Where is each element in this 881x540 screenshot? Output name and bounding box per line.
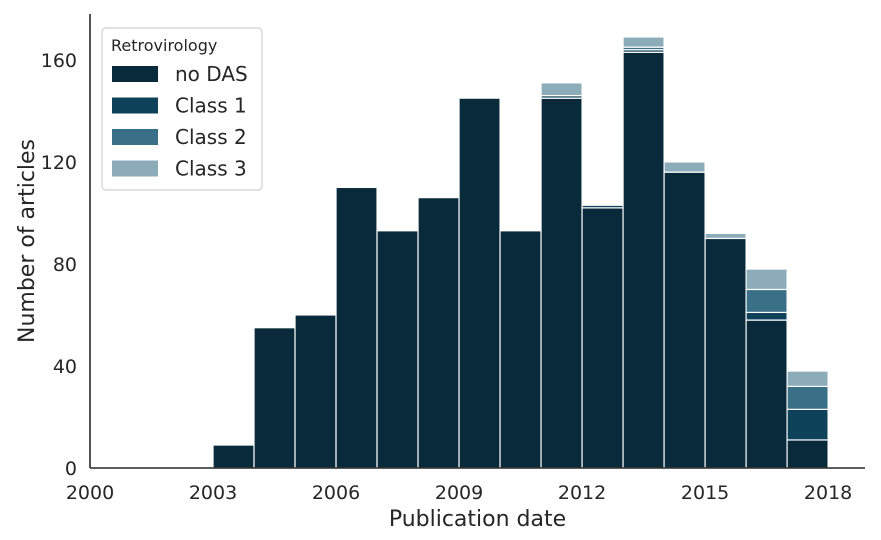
bar-no-das-7 xyxy=(499,230,542,469)
bars-layer xyxy=(212,36,829,469)
bar-class-3-14 xyxy=(786,370,829,387)
y-tick-label: 80 xyxy=(53,254,77,276)
bar-no-das-9 xyxy=(581,207,624,469)
y-tick-label: 120 xyxy=(41,152,77,174)
legend-label: Class 2 xyxy=(175,125,247,149)
bar-no-das-11 xyxy=(663,171,706,469)
bar-no-das-3 xyxy=(335,186,378,469)
legend-label: Class 1 xyxy=(175,94,247,118)
bar-no-das-6 xyxy=(458,97,501,469)
bar-no-das-12 xyxy=(704,237,747,469)
bar-class-3-10 xyxy=(622,36,665,48)
y-tick-label: 160 xyxy=(41,50,77,72)
bar-class-3-11 xyxy=(663,161,706,173)
bar-no-das-13 xyxy=(745,319,788,469)
legend-label: Class 3 xyxy=(175,157,247,181)
bar-class-2-13 xyxy=(745,288,788,314)
y-tick-label: 0 xyxy=(65,458,77,480)
legend-title: Retrovirology xyxy=(111,36,217,55)
legend-label: no DAS xyxy=(175,62,248,86)
legend-swatch xyxy=(112,129,158,145)
bar-no-das-0 xyxy=(212,444,255,469)
bar-no-das-1 xyxy=(253,327,296,469)
legend-items: no DAS Class 1 Class 2 Class 3 xyxy=(112,62,248,181)
bar-class-1-9 xyxy=(581,204,624,209)
bar-class-3-12 xyxy=(704,232,747,240)
x-tick-label: 2000 xyxy=(66,482,114,504)
y-axis-label: Number of articles xyxy=(15,139,40,343)
bar-class-3-8 xyxy=(540,82,583,97)
bar-no-das-4 xyxy=(376,230,419,469)
bar-class-2-14 xyxy=(786,385,829,410)
x-tick-labels: 2000 2003 2006 2009 2012 2015 2018 xyxy=(66,482,852,504)
axes-layer xyxy=(89,14,865,469)
bar-class-1-14 xyxy=(786,408,829,441)
legend-swatch xyxy=(112,97,158,114)
x-axis-label: Publication date xyxy=(389,507,566,532)
y-tick-label: 40 xyxy=(53,356,77,378)
y-tick-labels: 0 40 80 120 160 xyxy=(41,50,77,480)
x-tick-label: 2006 xyxy=(312,482,360,504)
legend: Retrovirology no DAS Class 1 Class 2 Class … xyxy=(101,27,263,191)
bar-no-das-10 xyxy=(622,51,665,469)
legend-swatch xyxy=(112,66,158,82)
bar-no-das-8 xyxy=(540,97,583,469)
legend-swatch xyxy=(112,160,158,177)
bar-class-3-13 xyxy=(745,268,788,291)
x-tick-label: 2012 xyxy=(558,482,606,504)
bar-no-das-2 xyxy=(294,314,337,469)
x-tick-label: 2018 xyxy=(804,482,852,504)
bar-no-das-14 xyxy=(786,439,829,469)
bar-class-1-13 xyxy=(745,311,788,321)
bar-no-das-5 xyxy=(417,197,460,469)
x-tick-label: 2009 xyxy=(435,482,483,504)
x-tick-label: 2003 xyxy=(189,482,237,504)
x-tick-label: 2015 xyxy=(681,482,729,504)
